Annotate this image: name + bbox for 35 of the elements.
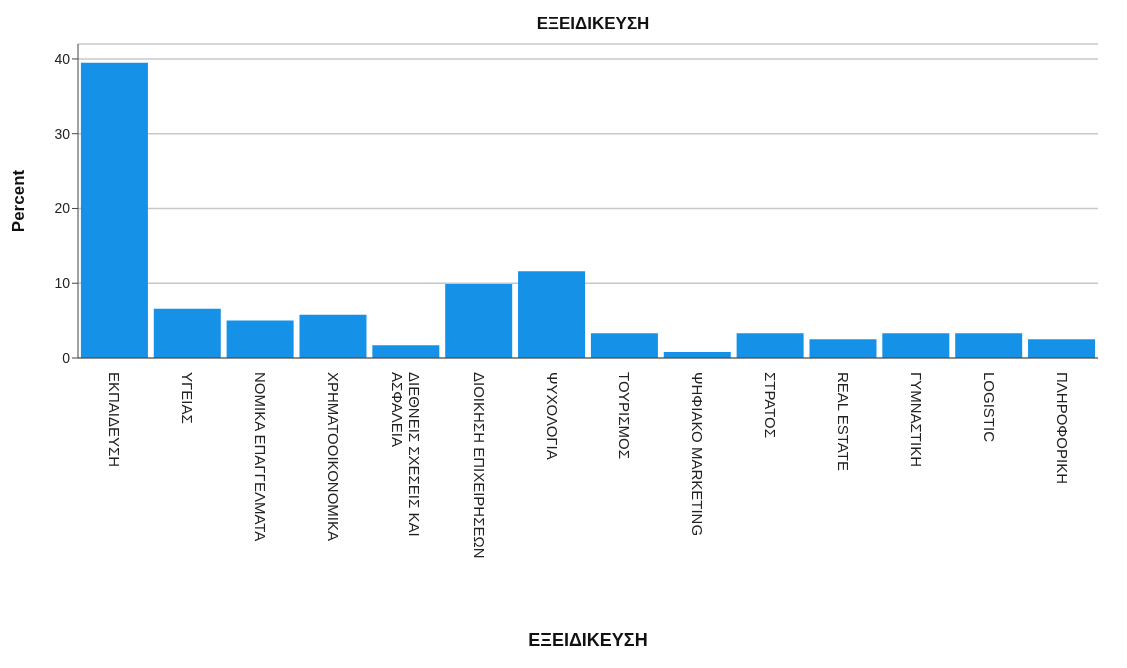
bar — [153, 308, 221, 358]
bar — [809, 339, 877, 358]
bar — [736, 333, 804, 358]
x-tick-label: ΥΓΕΙΑΣ — [179, 372, 197, 424]
x-tick-label: ΓΥΜΝΑΣΤΙΚΗ — [907, 372, 925, 468]
bar — [372, 345, 440, 358]
x-tick-label: ΕΚΠΑΙΔΕΥΣΗ — [106, 372, 124, 468]
bar — [226, 320, 294, 358]
x-tick-label: ΠΛΗΡΟΦΟΡΙΚΗ — [1053, 372, 1071, 485]
x-tick-label: ΔΙΕΘΝΕΙΣ ΣΧΕΣΕΙΣ ΚΑΙ ΑΣΦΑΛΕΙΑ — [389, 372, 424, 537]
bar — [518, 271, 586, 358]
bar — [590, 333, 658, 358]
x-tick-label: ΝΟΜΙΚΑ ΕΠΑΓΓΕΛΜΑΤΑ — [252, 372, 270, 542]
x-tick-label: ΨΥΧΟΛΟΓΙΑ — [543, 372, 561, 460]
y-axis-title: Percent — [9, 169, 29, 233]
x-tick-label: ΤΟΥΡΙΣΜΟΣ — [616, 372, 634, 459]
x-tick-label: ΨΗΦΙΑΚΟ MARKETING — [689, 372, 707, 537]
bar — [80, 62, 148, 358]
bar — [955, 333, 1023, 358]
bar — [882, 333, 950, 358]
x-tick-label: ΧΡΗΜΑΤΟΟΙΚΟΝΟΜΙΚΑ — [325, 372, 342, 542]
bar — [1028, 339, 1096, 358]
x-tick-label: ΔΙΟΙΚΗΣΗ ΕΠΙΧΕΙΡΗΣΕΩΝ — [470, 372, 488, 559]
y-tick-label: 10 — [54, 275, 71, 292]
x-tick-label: REAL ESTATE — [835, 372, 852, 471]
chart-title: ΕΞΕΙΔΙΚΕΥΣΗ — [535, 14, 651, 34]
bar — [445, 283, 513, 358]
y-tick-label: 20 — [54, 200, 71, 217]
y-tick-label: 30 — [54, 125, 71, 142]
x-tick-label: LOGISTIC — [980, 372, 998, 443]
y-tick-label: 40 — [54, 50, 71, 67]
y-tick-label: 0 — [62, 349, 71, 366]
x-tick-label: ΣΤΡΑΤΟΣ — [762, 372, 780, 439]
x-axis-title: ΕΞΕΙΔΙΚΕΥΣΗ — [528, 630, 648, 650]
bar — [299, 314, 367, 358]
